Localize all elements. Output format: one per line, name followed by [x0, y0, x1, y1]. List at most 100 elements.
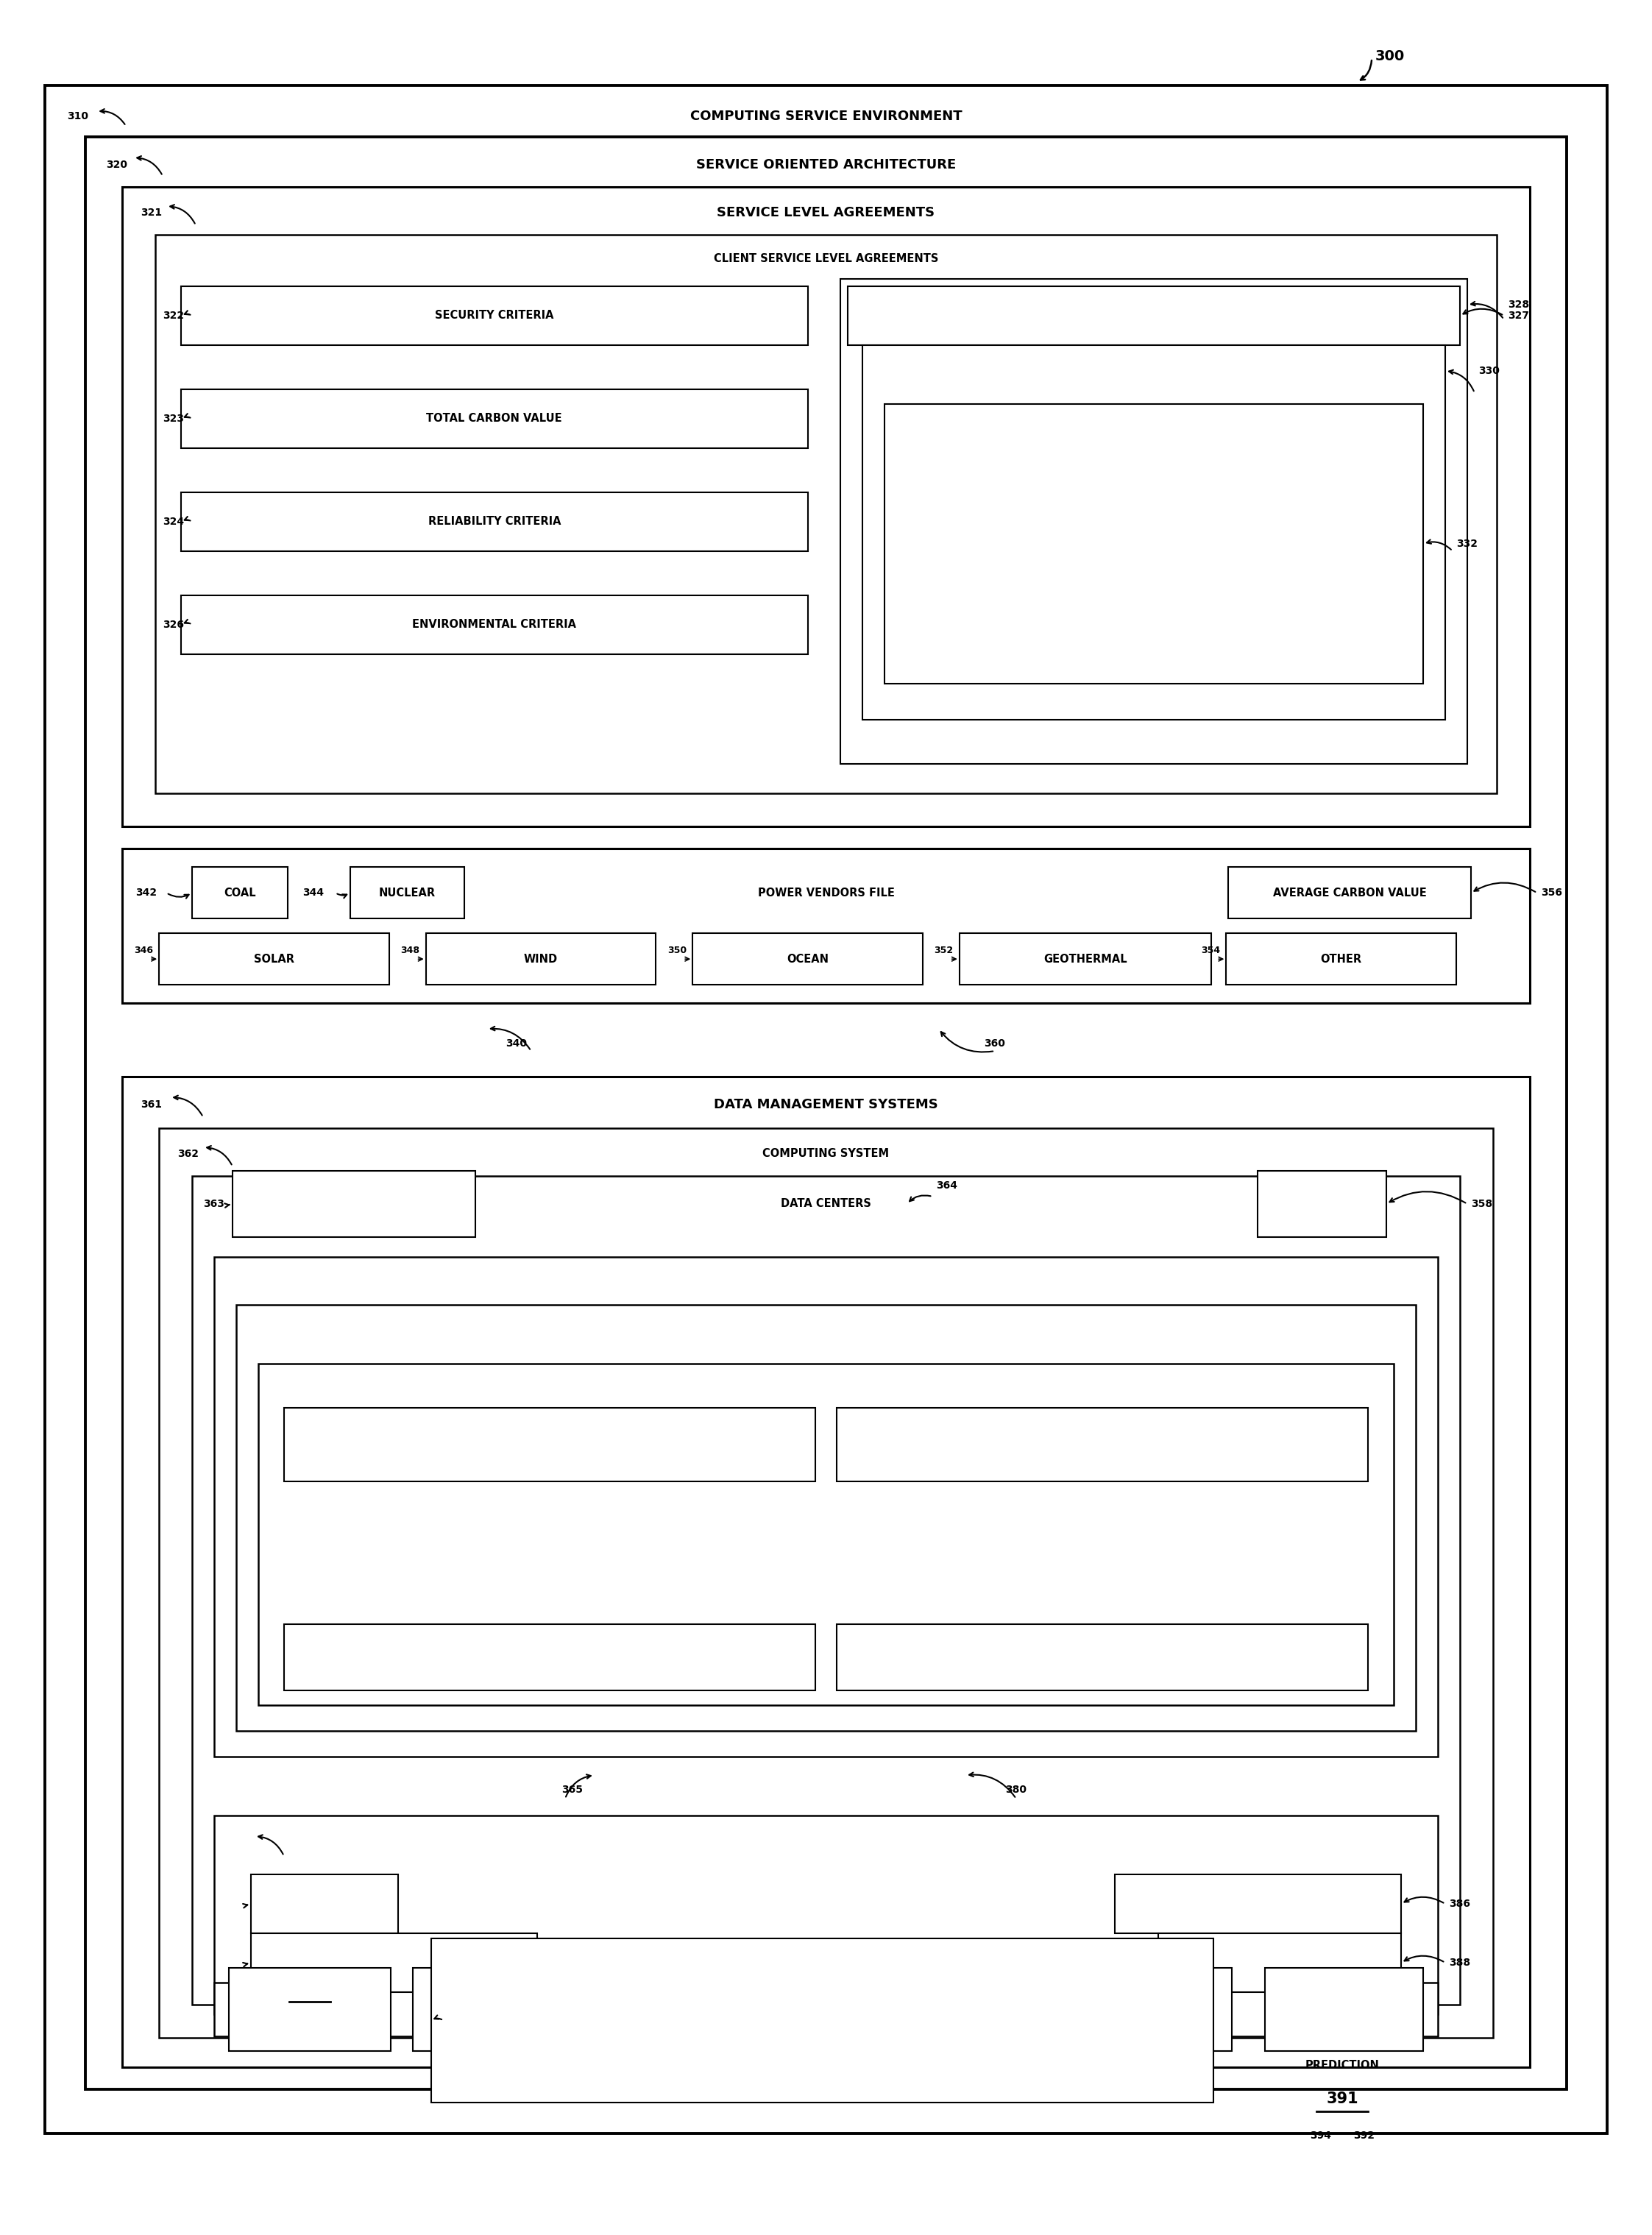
Text: 360: 360 [985, 1039, 1006, 1048]
Text: STATIC DATA: STATIC DATA [788, 1898, 864, 1909]
Bar [431, 1938, 1214, 2103]
Text: DATA CENTER CHARACTERISTICS: DATA CENTER CHARACTERISTICS [296, 1958, 494, 1969]
Text: 361: 361 [140, 1100, 162, 1111]
Text: WORKLOAD IN/OUT
FLOW RATES: WORKLOAD IN/OUT FLOW RATES [1044, 1433, 1161, 1457]
Text: 310: 310 [68, 112, 89, 121]
Bar [251, 1875, 398, 1933]
Text: RATE FILE: RATE FILE [1123, 364, 1184, 375]
Text: COMPUTING SERVICE ENVIRONMENT: COMPUTING SERVICE ENVIRONMENT [691, 110, 961, 123]
Bar [122, 849, 1530, 1004]
Bar [1257, 1171, 1386, 1236]
Text: 326: 326 [162, 619, 183, 630]
Bar [885, 405, 1422, 684]
Text: 320: 320 [106, 161, 127, 170]
Bar [215, 1256, 1437, 1757]
Bar [838, 1408, 1368, 1482]
Text: 388: 388 [1449, 1958, 1470, 1967]
Bar [182, 595, 808, 655]
Text: NUCLEAR: NUCLEAR [378, 887, 436, 898]
Text: CLIENT SERVICE LEVEL AGREEMENTS: CLIENT SERVICE LEVEL AGREEMENTS [714, 253, 938, 264]
Text: COAL: COAL [223, 887, 256, 898]
Text: 340: 340 [506, 1039, 527, 1048]
Text: 300: 300 [1376, 49, 1404, 63]
Text: TOTAL CARBON VALUE: TOTAL CARBON VALUE [426, 413, 562, 425]
Text: 324: 324 [162, 516, 183, 527]
Text: FUTURE OPERATING COSTS: FUTURE OPERATING COSTS [740, 2072, 905, 2083]
Text: 332: 332 [1455, 539, 1477, 550]
Text: ENVIRONMENTAL CRITERIA: ENVIRONMENTAL CRITERIA [413, 619, 577, 630]
Text: 386: 386 [1449, 1900, 1470, 1909]
Text: PREDICTION
AGENT: PREDICTION AGENT [273, 2007, 347, 2032]
Text: POWER REQUIREMENTS: POWER REQUIREMENTS [282, 1198, 426, 1209]
Text: PEAK RATES: PEAK RATES [287, 1898, 362, 1909]
Bar [862, 344, 1446, 720]
Text: 321: 321 [140, 208, 162, 219]
Text: DYNAMIC DATA: DYNAMIC DATA [780, 1372, 872, 1383]
Bar [233, 1171, 476, 1236]
Text: OTHER: OTHER [1320, 954, 1361, 966]
Text: 374: 374 [1365, 1439, 1386, 1451]
Text: WIND: WIND [524, 954, 558, 966]
Bar [1115, 1875, 1401, 1933]
Text: 368: 368 [266, 1652, 287, 1663]
Text: 342: 342 [135, 887, 157, 898]
Text: 381: 381 [233, 1837, 254, 1846]
Bar [284, 1408, 814, 1482]
Text: 394: 394 [1310, 2130, 1332, 2141]
Text: 366: 366 [809, 1404, 843, 1419]
Text: 362: 362 [177, 1149, 198, 1160]
Bar [182, 389, 808, 447]
Text: DATA MANAGEMENT SYSTEMS: DATA MANAGEMENT SYSTEMS [714, 1097, 938, 1111]
Bar [350, 867, 464, 919]
Text: THRESHOLD CARBON VALUE: THRESHOLD CARBON VALUE [1069, 311, 1239, 322]
Text: CARBON VALUE: CARBON VALUE [1107, 539, 1201, 550]
Text: SECURITY CRITERIA: SECURITY CRITERIA [434, 311, 553, 322]
Bar [155, 235, 1497, 793]
Text: 350: 350 [667, 945, 687, 954]
Bar [1265, 1967, 1422, 2052]
Text: SERVICE ORIENTED ARCHITECTURE: SERVICE ORIENTED ARCHITECTURE [695, 159, 957, 172]
Text: GEOTHERMAL: GEOTHERMAL [1044, 954, 1127, 966]
Bar [960, 934, 1211, 986]
Text: CURRENT WORKLOADS: CURRENT WORKLOADS [1032, 1652, 1173, 1663]
Bar [251, 1933, 537, 1991]
Text: 372: 372 [1365, 1652, 1386, 1663]
Text: SENSORS: SENSORS [798, 1321, 854, 1332]
Text: POWER SOURCE CHARACTERISTICS: POWER SOURCE CHARACTERISTICS [1151, 1898, 1365, 1909]
Bar [692, 934, 923, 986]
Bar [1158, 1933, 1401, 1991]
Text: FUTURE
POWER
CONSUMPTION: FUTURE POWER CONSUMPTION [1298, 1991, 1389, 2027]
Bar [230, 1967, 390, 2052]
Text: 370: 370 [266, 1439, 287, 1451]
Bar [122, 188, 1530, 827]
Text: 344: 344 [302, 887, 324, 898]
Text: 348: 348 [401, 945, 420, 954]
Text: DATA CENTERS: DATA CENTERS [781, 1198, 871, 1209]
Text: 354: 354 [1201, 945, 1221, 954]
Bar [413, 1967, 1232, 2052]
Text: 322: 322 [162, 311, 183, 322]
Text: 330: 330 [1479, 367, 1500, 375]
Text: FUTURE CARBON COST: FUTURE CARBON COST [753, 2016, 892, 2025]
Bar [847, 286, 1460, 344]
Text: WORKLOAD CHARACTERISTICS: WORKLOAD CHARACTERISTICS [456, 1652, 643, 1663]
Text: 392: 392 [1353, 2130, 1374, 2141]
Text: POWER VENDORS FILE: POWER VENDORS FILE [758, 887, 894, 898]
Text: 358: 358 [1470, 1198, 1492, 1209]
Text: 352: 352 [935, 945, 953, 954]
Bar [192, 867, 287, 919]
Bar [159, 934, 390, 986]
Bar [1226, 934, 1455, 986]
Text: DATA TRANSPORT COSTS: DATA TRANSPORT COSTS [1204, 1958, 1356, 1969]
Text: STATIC DATA INTERFACE: STATIC DATA INTERFACE [753, 1835, 899, 1846]
Bar [1229, 867, 1470, 919]
Bar [182, 286, 808, 344]
Bar [122, 1077, 1530, 2067]
Bar [86, 136, 1566, 2090]
Text: RELIABILITY CRITERIA: RELIABILITY CRITERIA [428, 516, 560, 527]
Bar [215, 1815, 1437, 2014]
Text: 380: 380 [1006, 1786, 1028, 1795]
Text: HISTORIC POWER
CONSUMPTION: HISTORIC POWER CONSUMPTION [497, 1433, 603, 1457]
Text: 356: 356 [1541, 887, 1563, 898]
Text: 365: 365 [562, 1786, 583, 1795]
